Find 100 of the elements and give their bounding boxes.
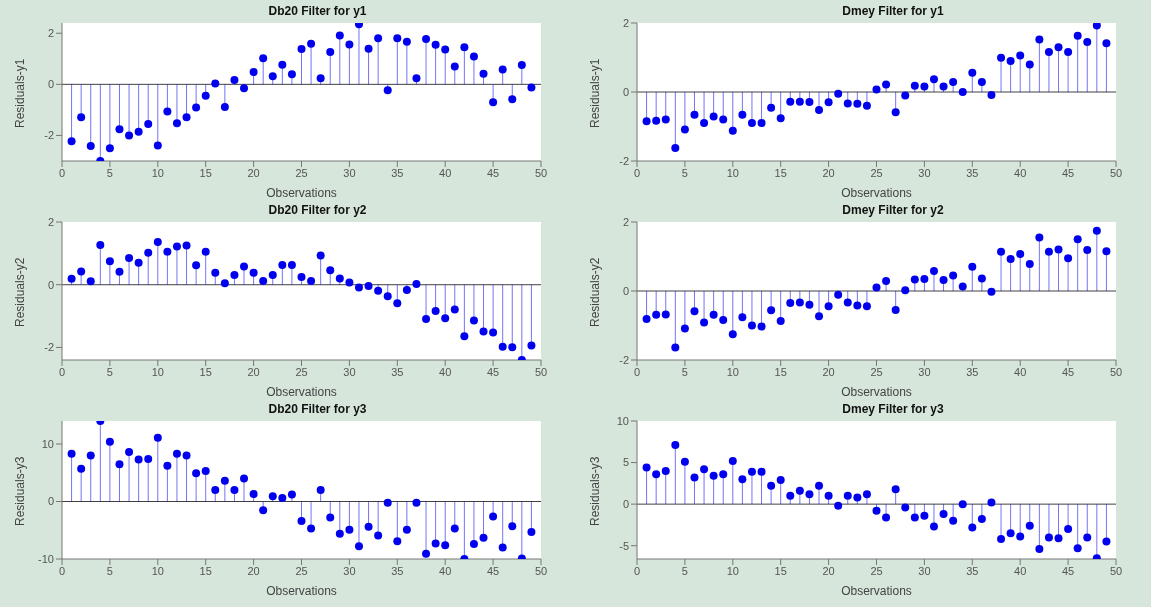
x-tick-label: 45 bbox=[486, 166, 500, 179]
x-tick-label: 30 bbox=[918, 365, 931, 378]
x-tick-label: 0 bbox=[58, 365, 66, 378]
x-tick-label: 45 bbox=[1061, 365, 1075, 378]
x-tick-label: 20 bbox=[247, 564, 260, 577]
x-tick-label: 50 bbox=[534, 166, 548, 179]
x-tick-label: 40 bbox=[1014, 365, 1027, 378]
y-axis-title: Residuals-y2 bbox=[588, 257, 603, 327]
chart-title: Db20 Filter for y1 bbox=[267, 4, 368, 19]
x-tick-label: 45 bbox=[1061, 564, 1075, 577]
y-tick-label: 2 bbox=[47, 27, 54, 40]
x-axis-title: Observations bbox=[266, 186, 337, 200]
x-tick-label: 5 bbox=[681, 564, 688, 577]
x-tick-label: 25 bbox=[295, 166, 308, 179]
x-tick-label: 20 bbox=[822, 365, 835, 378]
x-tick-label: 45 bbox=[486, 564, 500, 577]
x-axis-title: Observations bbox=[841, 186, 912, 200]
y-tick-label: 2 bbox=[622, 16, 629, 29]
x-tick-label: 5 bbox=[106, 166, 113, 179]
x-tick-label: 35 bbox=[966, 365, 979, 378]
x-tick-label: 25 bbox=[870, 166, 883, 179]
y-tick-label: 2 bbox=[622, 215, 629, 228]
y-axis-title: Residuals-y2 bbox=[13, 257, 28, 327]
y-tick-label: -10 bbox=[38, 552, 54, 565]
x-tick-label: 20 bbox=[822, 564, 835, 577]
chart-title: Db20 Filter for y2 bbox=[268, 203, 367, 217]
y-tick-label: -2 bbox=[44, 129, 54, 142]
x-tick-label: 0 bbox=[633, 564, 641, 577]
y-tick-label: 0 bbox=[47, 78, 54, 91]
x-tick-label: 10 bbox=[151, 365, 164, 378]
x-tick-label: 40 bbox=[439, 365, 452, 378]
x-tick-label: 30 bbox=[343, 564, 356, 577]
x-axis-title: Observations bbox=[266, 385, 337, 399]
y-axis-title: Residuals-y3 bbox=[588, 456, 603, 526]
x-tick-label: 30 bbox=[343, 166, 356, 179]
x-tick-label: 10 bbox=[726, 365, 739, 378]
y-tick-label: 5 bbox=[622, 456, 629, 469]
x-tick-label: 40 bbox=[439, 564, 452, 577]
x-tick-label: 15 bbox=[774, 166, 787, 179]
x-tick-label: 5 bbox=[681, 166, 688, 179]
y-tick-label: 2 bbox=[47, 215, 54, 228]
y-axis-title: Residuals-y1 bbox=[13, 58, 28, 128]
x-tick-label: 35 bbox=[966, 564, 979, 577]
x-tick-label: 35 bbox=[391, 365, 404, 378]
x-tick-label: 20 bbox=[247, 365, 260, 378]
y-tick-label: -2 bbox=[619, 353, 629, 366]
chart-title: Db20 Filter for y3 bbox=[267, 402, 368, 417]
x-tick-label: 40 bbox=[1014, 166, 1027, 179]
x-tick-label: 15 bbox=[199, 365, 212, 378]
x-tick-label: 10 bbox=[151, 564, 164, 577]
x-tick-label: 30 bbox=[343, 365, 356, 378]
x-tick-label: 0 bbox=[633, 166, 641, 179]
x-tick-label: 5 bbox=[106, 564, 113, 577]
y-tick-label: 0 bbox=[622, 85, 629, 98]
x-tick-label: 45 bbox=[486, 365, 500, 378]
x-tick-label: 40 bbox=[439, 166, 452, 179]
y-tick-label: -2 bbox=[44, 341, 54, 354]
chart-title: Dmey Filter for y1 bbox=[842, 4, 944, 18]
x-tick-label: 35 bbox=[391, 564, 404, 577]
x-tick-label: 25 bbox=[870, 564, 883, 577]
y-tick-label: 10 bbox=[41, 437, 54, 450]
x-tick-label: 50 bbox=[534, 564, 548, 577]
x-tick-label: 30 bbox=[918, 564, 931, 577]
x-tick-label: 5 bbox=[106, 365, 113, 378]
x-tick-label: 15 bbox=[774, 564, 787, 577]
y-tick-label: 0 bbox=[622, 284, 629, 297]
x-tick-label: 15 bbox=[199, 166, 212, 179]
x-tick-label: 15 bbox=[199, 564, 212, 577]
x-tick-label: 25 bbox=[295, 365, 308, 378]
x-tick-label: 0 bbox=[58, 166, 66, 179]
x-tick-label: 35 bbox=[966, 166, 979, 179]
x-tick-label: 10 bbox=[151, 166, 164, 179]
x-tick-label: 30 bbox=[918, 166, 931, 179]
y-tick-label: -5 bbox=[619, 539, 629, 552]
x-tick-label: 40 bbox=[1014, 564, 1027, 577]
y-axis-title: Residuals-y3 bbox=[13, 456, 28, 526]
chart-title: Dmey Filter for y3 bbox=[842, 402, 944, 416]
x-tick-label: 25 bbox=[295, 564, 308, 577]
y-axis-title: Residuals-y1 bbox=[588, 58, 603, 128]
y-tick-label: 0 bbox=[47, 495, 54, 508]
y-tick-label: 0 bbox=[622, 498, 629, 511]
x-tick-label: 10 bbox=[726, 564, 739, 577]
x-tick-label: 5 bbox=[681, 365, 688, 378]
x-tick-label: 0 bbox=[58, 564, 66, 577]
x-tick-label: 25 bbox=[870, 365, 883, 378]
x-tick-label: 10 bbox=[726, 166, 739, 179]
x-axis-title: Observations bbox=[266, 584, 337, 598]
chart-title: Dmey Filter for y2 bbox=[842, 203, 944, 217]
x-tick-label: 20 bbox=[247, 166, 260, 179]
y-tick-label: -2 bbox=[619, 154, 629, 167]
y-tick-label: 10 bbox=[616, 414, 629, 427]
x-tick-label: 50 bbox=[534, 365, 548, 378]
x-axis-title: Observations bbox=[841, 385, 912, 399]
x-tick-label: 45 bbox=[1061, 166, 1075, 179]
x-tick-label: 50 bbox=[1109, 365, 1123, 378]
y-tick-label: 0 bbox=[47, 278, 54, 291]
x-tick-label: 50 bbox=[1109, 166, 1123, 179]
x-tick-label: 0 bbox=[633, 365, 641, 378]
x-tick-label: 35 bbox=[391, 166, 404, 179]
x-tick-label: 20 bbox=[822, 166, 835, 179]
